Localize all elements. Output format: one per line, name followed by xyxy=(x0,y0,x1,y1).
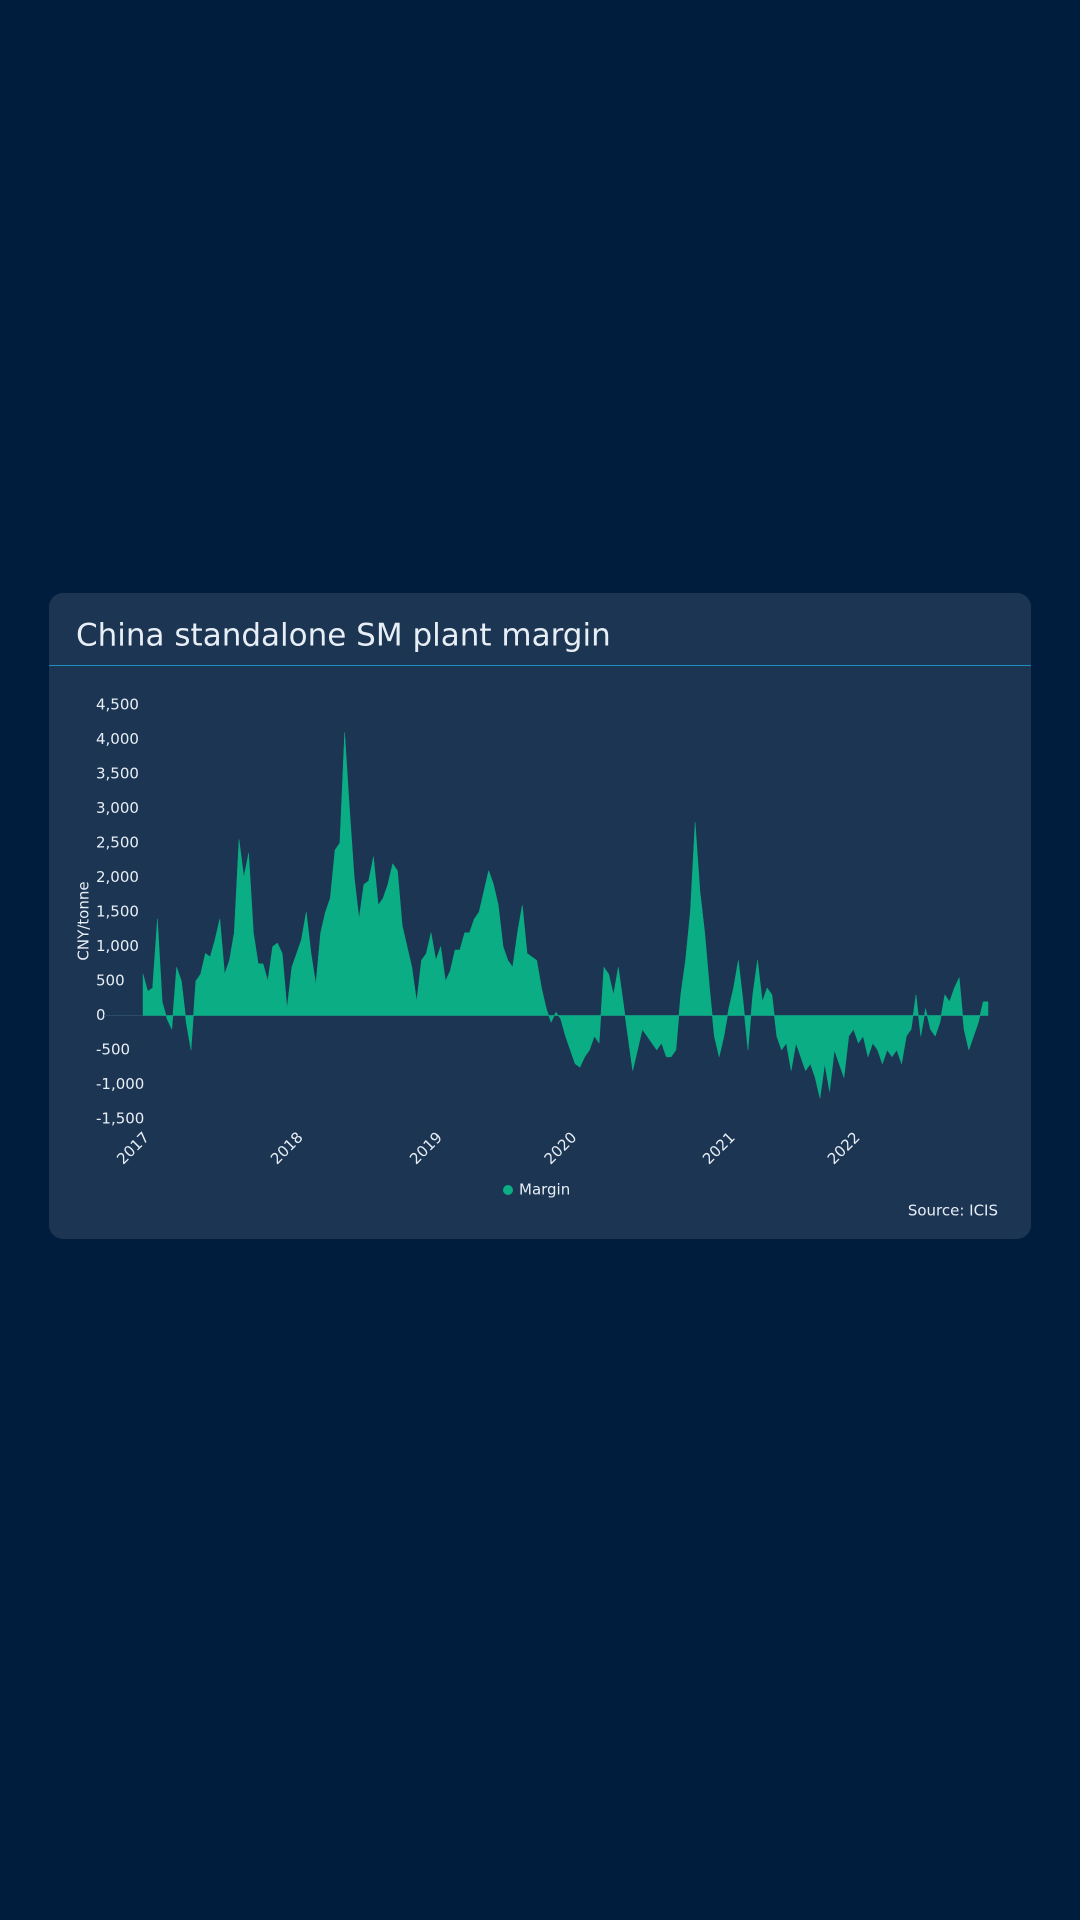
y-tick-label: 3,000 xyxy=(96,799,139,817)
y-tick-label: 2,000 xyxy=(96,868,139,886)
y-tick-label: -1,000 xyxy=(96,1075,144,1093)
y-tick-label: 4,000 xyxy=(96,730,139,748)
y-tick-label: 500 xyxy=(96,972,125,990)
y-tick-label: -1,500 xyxy=(96,1110,144,1128)
source: Source: ICIS xyxy=(908,1202,998,1220)
y-tick-label: 2,500 xyxy=(96,834,139,852)
legend-marker xyxy=(503,1185,513,1195)
y-tick-label: 3,500 xyxy=(96,765,139,783)
y-tick-label: 4,500 xyxy=(96,696,139,714)
y-tick-label: 1,000 xyxy=(96,937,139,955)
y-tick-label: 1,500 xyxy=(96,903,139,921)
area xyxy=(142,732,989,1099)
y-tick-label: -500 xyxy=(96,1041,130,1059)
card xyxy=(49,593,1031,1239)
chart-title: China standalone SM plant margin xyxy=(76,618,611,654)
y-tick-label: 0 xyxy=(96,1006,106,1024)
legend-label: Margin xyxy=(519,1181,570,1199)
y-axis-title: CNY/tonne xyxy=(75,881,93,960)
